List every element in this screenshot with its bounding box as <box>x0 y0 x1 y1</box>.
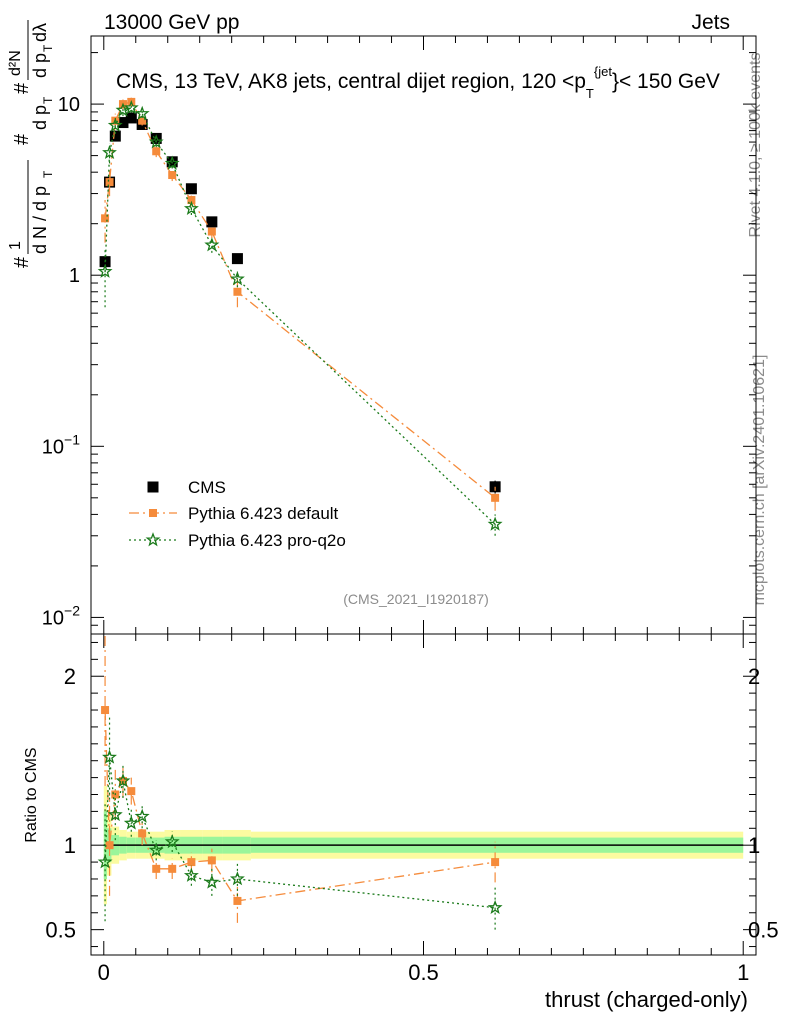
ratio-y-tick-label-right: 1 <box>748 833 760 858</box>
main-point-pythia-6-423-pro-q2o <box>115 102 131 117</box>
ratio-point-pythia-6-423-default <box>233 896 242 905</box>
ratio-point-pythia-6-423-pro-q2o <box>229 871 245 886</box>
ratio-point-pythia-6-423-pro-q2o <box>164 833 180 849</box>
ratio-point-pythia-6-423-pro-q2o <box>123 815 139 830</box>
ratio-y-tick-label-right: 2 <box>748 664 760 689</box>
x-tick-label: 0.5 <box>408 960 439 985</box>
svg-text:1: 1 <box>7 241 24 250</box>
ratio-y-tick-label: 1 <box>64 833 76 858</box>
ratio-point-pythia-6-423-default <box>491 858 500 867</box>
svg-text:T: T <box>41 44 55 52</box>
svg-text:d p: d p <box>30 53 50 78</box>
main-point-cms <box>231 253 243 265</box>
ratio-point-pythia-6-423-default <box>207 856 216 865</box>
main-point-pythia-6-423-default <box>152 147 161 156</box>
svg-text:d²N: d²N <box>7 50 24 76</box>
ratio-point-pythia-6-423-pro-q2o <box>134 808 150 823</box>
x-axis-label: thrust (charged-only) <box>545 987 748 1012</box>
mcplots-label: mcplots.cern.ch [arXiv:2401.10621] <box>751 355 768 606</box>
energy-label: 13000 GeV pp <box>104 11 239 34</box>
svg-text:T: T <box>41 96 55 104</box>
legend-marker <box>145 532 161 547</box>
main-point-pythia-6-423-default <box>101 214 110 223</box>
legend-marker <box>149 509 157 517</box>
svg-text:#: # <box>11 256 33 268</box>
main-y-tick-label: 10 <box>58 94 80 116</box>
main-point-cms <box>125 112 137 124</box>
ratio-point-pythia-6-423-pro-q2o <box>115 773 131 788</box>
main-point-pythia-6-423-pro-q2o <box>107 117 123 132</box>
ratio-frame <box>90 633 757 956</box>
ratio-point-pythia-6-423-pro-q2o <box>183 867 199 882</box>
legend-label: Pythia 6.423 pro-q2o <box>188 531 346 550</box>
category-label: Jets <box>691 11 730 34</box>
ratio-point-pythia-6-423-pro-q2o <box>97 854 113 869</box>
ratio-point-pythia-6-423-pro-q2o <box>204 874 220 889</box>
svg-text:#: # <box>11 133 33 145</box>
ratio-point-pythia-6-423-default <box>127 787 136 796</box>
ratio-y-tick-label-right: 0.5 <box>748 918 779 943</box>
ratio-point-pythia-6-423-default <box>138 829 147 838</box>
main-point-pythia-6-423-default <box>138 116 147 125</box>
analysis-title: CMS, 13 TeV, AK8 jets, central dijet reg… <box>116 64 720 101</box>
main-point-pythia-6-423-default <box>187 196 196 205</box>
main-point-pythia-6-423-pro-q2o <box>487 516 503 531</box>
main-point-pythia-6-423-pro-q2o <box>183 200 199 216</box>
main-y-tick-label: 10−2 <box>42 602 80 629</box>
main-point-pythia-6-423-pro-q2o <box>164 155 180 170</box>
svg-text:#: # <box>11 82 33 94</box>
ratio-point-pythia-6-423-pro-q2o <box>107 806 123 822</box>
main-y-tick-label: 10−1 <box>42 431 80 458</box>
ratio-point-pythia-6-423-default <box>105 841 114 850</box>
main-line-pythia-6-423-pro-q2o <box>104 107 496 525</box>
legend-label: Pythia 6.423 default <box>188 504 339 523</box>
main-point-pythia-6-423-pro-q2o <box>134 105 150 120</box>
ratio-point-pythia-6-423-default <box>168 864 177 873</box>
ratio-y-tick-label: 2 <box>64 664 76 689</box>
ratio-line-pythia-6-423-default <box>104 709 496 902</box>
main-point-cms <box>117 117 129 129</box>
legend-marker <box>147 481 159 493</box>
main-point-pythia-6-423-pro-q2o <box>102 144 117 159</box>
svg-text:d p: d p <box>30 105 50 130</box>
ratio-point-pythia-6-423-pro-q2o <box>148 842 164 857</box>
ratio-point-pythia-6-423-pro-q2o <box>102 749 117 764</box>
x-tick-label: 1 <box>737 960 749 985</box>
svg-text:dλ: dλ <box>30 23 50 42</box>
main-y-tick-label: 1 <box>69 265 80 287</box>
main-point-pythia-6-423-default <box>105 178 114 187</box>
main-point-pythia-6-423-default <box>233 287 242 296</box>
main-point-pythia-6-423-pro-q2o <box>97 263 113 278</box>
ratio-line-pythia-6-423-pro-q2o <box>104 757 496 909</box>
svg-text:T: T <box>41 170 55 178</box>
analysis-id: (CMS_2021_I1920187) <box>343 591 489 607</box>
main-point-pythia-6-423-pro-q2o <box>148 134 164 149</box>
ratio-y-tick-label: 0.5 <box>45 918 76 943</box>
ratio-point-pythia-6-423-default <box>152 864 161 873</box>
main-y-axis-label: # 1 d N / d p T # d p T # d²N d p T dλ <box>7 20 55 268</box>
x-tick-label: 0 <box>98 960 110 985</box>
main-point-pythia-6-423-pro-q2o <box>123 100 139 115</box>
ratio-y-axis-label: Ratio to CMS <box>23 747 40 842</box>
main-line-pythia-6-423-default <box>104 101 496 499</box>
svg-text:d N / d p: d N / d p <box>30 186 50 254</box>
ratio-point-pythia-6-423-default <box>187 858 196 867</box>
main-point-pythia-6-423-default <box>168 171 177 180</box>
main-point-pythia-6-423-pro-q2o <box>204 237 220 252</box>
main-point-pythia-6-423-default <box>207 227 216 236</box>
main-point-pythia-6-423-pro-q2o <box>229 271 245 286</box>
ratio-point-pythia-6-423-pro-q2o <box>487 899 503 914</box>
main-point-cms <box>109 130 121 142</box>
ratio-point-pythia-6-423-default <box>101 706 110 715</box>
main-point-cms <box>185 183 197 195</box>
main-point-cms <box>150 132 162 144</box>
main-point-pythia-6-423-default <box>491 493 500 502</box>
main-point-cms <box>206 216 218 228</box>
legend-label: CMS <box>188 478 226 497</box>
